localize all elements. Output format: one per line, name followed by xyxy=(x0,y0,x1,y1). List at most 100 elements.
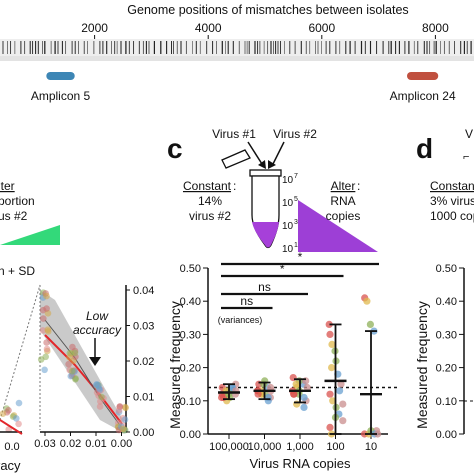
data-point xyxy=(326,330,334,338)
amplicon-bar xyxy=(407,72,439,80)
significance-label: * xyxy=(280,262,285,276)
alter-label: Alter xyxy=(331,179,356,193)
y-ticks: 0.00 0.10 0.20 0.30 0.40 0.50 xyxy=(180,263,208,441)
data-point xyxy=(326,423,334,431)
b-right-tick-label: 0.01 xyxy=(133,392,154,404)
panel-b-left-red xyxy=(0,419,23,435)
d-y-tick-label: 0.20 xyxy=(436,363,457,375)
panel-b-line3: us #2 xyxy=(0,209,28,223)
genome-mismatch-lines xyxy=(2,41,472,54)
y-tick-label: 0.50 xyxy=(180,263,201,275)
amplicon-label: Amplicon 24 xyxy=(390,89,456,103)
panel-b-dots xyxy=(0,289,129,434)
panel-d-fragment: d V ⌐ Constan 3% virus 1000 copi Measure… xyxy=(414,127,474,441)
b-data-point xyxy=(71,349,79,357)
b-data-point xyxy=(43,345,51,353)
b-x-tick-label: 0.03 xyxy=(34,438,55,450)
d-y-tick-label: 0.50 xyxy=(436,263,457,275)
panel-b-zoom-line xyxy=(0,284,41,421)
b-right-tick-label: 0.04 xyxy=(133,285,154,297)
d-y-tick-label: 0.10 xyxy=(436,396,457,408)
b-data-point xyxy=(15,420,22,428)
virus1-arrowhead xyxy=(258,160,266,169)
data-point xyxy=(290,390,298,398)
genome-ticks: 2000 4000 6000 8000 xyxy=(81,21,449,39)
b-data-point xyxy=(115,406,123,414)
x-tick-label: 100 xyxy=(326,441,344,453)
b-data-point xyxy=(66,354,73,361)
virus1-arrow xyxy=(247,141,263,165)
panel-d-line2: 1000 copi xyxy=(430,209,474,223)
data-point xyxy=(254,390,262,398)
panel-b-mean-sd-label: n + SD xyxy=(0,264,35,278)
x-tick-label: 10 xyxy=(365,441,377,453)
alter-colon: : xyxy=(357,179,360,193)
alter-line2: copies xyxy=(326,209,361,223)
x-tick-label: 1,000 xyxy=(286,441,314,453)
panel-d-top-fragment: V xyxy=(465,127,473,141)
panel-b-green-triangle xyxy=(0,225,60,245)
b-data-point xyxy=(122,404,129,412)
significance-label: * xyxy=(298,250,303,264)
b-data-point xyxy=(0,410,7,417)
d-y-tick-label: 0.00 xyxy=(436,429,457,441)
virus2-label: Virus #2 xyxy=(273,127,317,141)
panel-b-axis-fragment: racy xyxy=(0,458,21,473)
variances-label: (variances) xyxy=(218,315,263,325)
panel-d-letter: d xyxy=(416,133,433,164)
mean-sd-bars xyxy=(218,323,382,435)
d-y-tick-label: 0.30 xyxy=(436,329,457,341)
x-axis-label: Virus RNA copies xyxy=(250,456,351,471)
b-right-tick-label: 0.00 xyxy=(133,427,154,439)
tube-scale-exponent: 5 xyxy=(294,196,298,203)
data-point xyxy=(329,397,337,405)
genome-track xyxy=(0,39,474,56)
amplicon-bar xyxy=(46,72,75,80)
b-data-point xyxy=(96,403,104,410)
genome-tick-label: 8000 xyxy=(422,21,449,35)
b-data-point xyxy=(98,393,105,401)
b-x-tick-label: 0.02 xyxy=(60,438,81,450)
data-point xyxy=(339,400,347,408)
constant-colon: : xyxy=(233,179,236,193)
tube-scale-exponent: 3 xyxy=(294,219,298,226)
panel-b-trend-line xyxy=(44,334,123,425)
y-tick-label: 0.30 xyxy=(180,329,201,341)
panel-c-letter: c xyxy=(167,133,183,164)
panel-d-y-ticks: 0.00 0.10 0.20 0.30 0.40 0.50 xyxy=(436,263,464,441)
panel-b-arrowhead xyxy=(89,357,101,366)
genome-tick-label: 4000 xyxy=(195,21,222,35)
panel-d-arrow-fragment: ⌐ xyxy=(463,151,469,163)
b-data-point xyxy=(40,315,47,322)
panel-b-alter-label: lter xyxy=(0,179,15,193)
y-tick-label: 0.20 xyxy=(180,363,201,375)
data-point xyxy=(303,383,311,392)
constant-label: Constant xyxy=(183,179,232,193)
b-data-point xyxy=(43,339,50,346)
tube-liquid xyxy=(252,222,279,248)
b-data-point xyxy=(121,416,129,423)
data-point xyxy=(325,320,333,328)
significance-label: ns xyxy=(240,294,253,308)
genome-title: Genome positions of mismatches between i… xyxy=(127,3,408,17)
b-data-point xyxy=(72,376,79,383)
panel-b-right-ticks: 0.04 0.03 0.02 0.01 0.00 xyxy=(126,285,154,439)
tube-scale-label: 10 xyxy=(282,221,294,232)
x-tick-label: 10,000 xyxy=(248,441,282,453)
data-point xyxy=(366,320,374,328)
b-data-point xyxy=(41,366,48,374)
data-point xyxy=(374,430,382,438)
data-point xyxy=(336,387,344,395)
virus1-label: Virus #1 xyxy=(212,127,256,141)
panel-d-y-label: Measured frequency xyxy=(414,301,430,429)
b-x-tick-label: 0.01 xyxy=(85,438,106,450)
b-data-point xyxy=(93,381,100,389)
panel-b-annotation-line2: accuracy xyxy=(73,323,122,337)
panel-d-constant-label: Constan xyxy=(430,179,474,193)
tube-icon xyxy=(221,149,282,249)
tube-scale-label: 10 xyxy=(282,244,294,255)
b-data-point xyxy=(65,360,72,368)
y-tick-label: 0.40 xyxy=(180,296,201,308)
virus2-arrow xyxy=(272,141,285,165)
data-point xyxy=(300,403,308,411)
